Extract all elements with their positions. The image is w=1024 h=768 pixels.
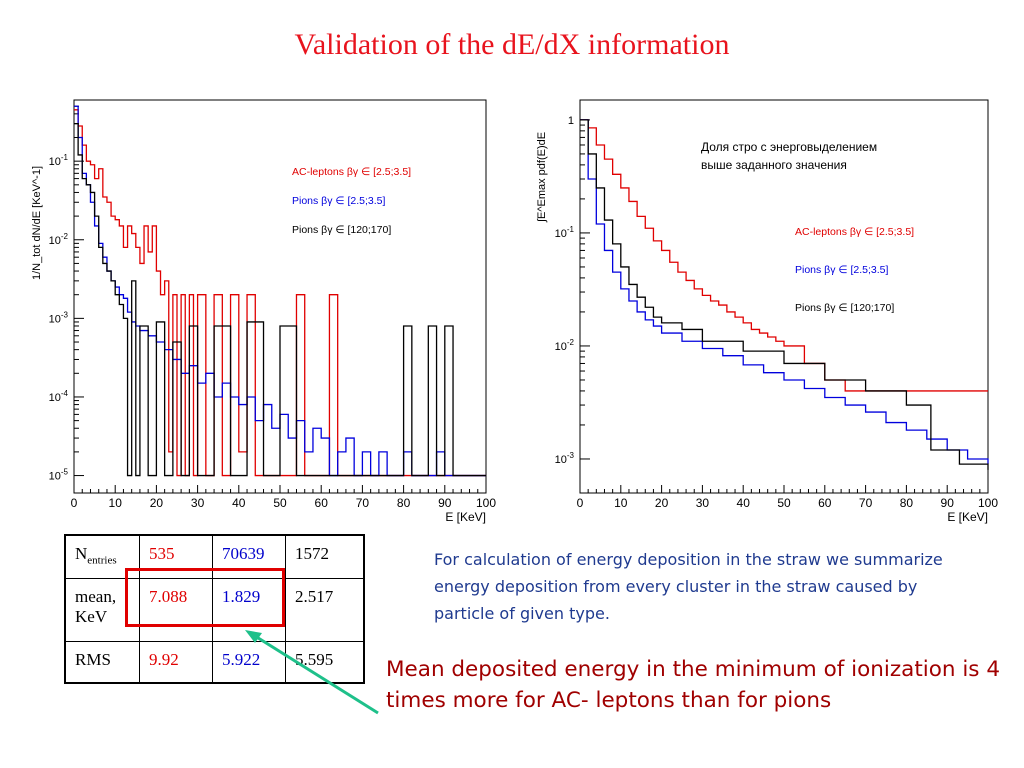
x-tick-label: 40 [737,496,751,510]
y-axis-label: 1/N_tot dN/dE [KeV^-1] [31,166,43,280]
x-tick-label: 60 [315,496,329,510]
legend-entry: Pions βγ ∈ [120;170] [292,224,391,236]
x-tick-label: 0 [71,496,78,510]
cell-pions-low: 70639 [212,534,286,580]
y-tick-label: 10-3 [555,451,575,466]
cell-pions-low: 5.922 [212,641,286,684]
x-tick-label: 90 [941,496,955,510]
y-tick-label: 10-2 [555,338,575,353]
table-row: RMS 9.92 5.922 5.595 [64,641,365,684]
x-tick-label: 50 [777,496,791,510]
legend-entry: Pions βγ ∈ [120;170] [795,302,894,314]
x-tick-label: 90 [438,496,452,510]
slide-title: Validation of the dE/dX information [294,28,730,61]
x-tick-label: 100 [476,496,496,510]
series-line [580,119,989,465]
legend-entry: Pions βγ ∈ [2.5;3.5] [795,264,888,276]
y-tick-label: 10-3 [49,310,69,325]
series-line [580,119,989,470]
series-line [74,123,486,477]
cell-pions-high: 5.595 [285,641,365,684]
y-tick-label: 1 [568,115,574,127]
x-tick-label: 10 [109,496,123,510]
x-tick-label: 80 [900,496,914,510]
x-tick-label: 70 [859,496,873,510]
x-tick-label: 0 [577,496,584,510]
x-tick-label: 10 [614,496,628,510]
y-tick-label: 10-5 [49,468,69,483]
legend-entry: Pions βγ ∈ [2.5;3.5] [292,195,385,207]
x-tick-label: 40 [232,496,246,510]
y-axis-label: ∫E^Emax pdf(E)dE [536,132,548,223]
x-tick-label: 70 [356,496,370,510]
chart-annotation-line1: Доля стро с энерговыделением [701,140,877,154]
legend-entry: AC-leptons βγ ∈ [2.5;3.5] [795,226,914,238]
x-axis-label: E [KeV] [947,510,988,524]
legend-entry: AC-leptons βγ ∈ [2.5;3.5] [292,166,411,178]
table-row: mean, KeV 7.088 1.829 2.517 [64,578,365,643]
x-tick-label: 30 [696,496,710,510]
mean-highlight-box [125,568,285,627]
y-tick-label: 10-1 [49,153,69,168]
x-tick-label: 100 [978,496,998,510]
cell-ac-leptons: 9.92 [139,641,213,684]
x-axis-label: E [KeV] [445,510,486,524]
conclusion-text: Mean deposited energy in the minimum of … [386,657,1001,713]
description-text: For calculation of energy deposition in … [434,550,943,623]
y-tick-label: 10-1 [555,225,575,240]
cell-pions-high: 2.517 [285,578,365,643]
cell-pions-high: 1572 [285,534,365,580]
row-label: RMS [64,641,140,684]
chart-annotation-line2: выше заданного значения [701,158,847,172]
x-tick-label: 80 [397,496,411,510]
x-tick-label: 50 [273,496,287,510]
x-tick-label: 20 [655,496,669,510]
y-tick-label: 10-4 [49,389,69,404]
series-line [580,119,988,392]
x-tick-label: 20 [150,496,164,510]
y-tick-label: 10-2 [49,232,69,247]
x-tick-label: 60 [818,496,832,510]
x-tick-label: 30 [191,496,205,510]
cell-ac-leptons: 7.088 [139,578,213,643]
